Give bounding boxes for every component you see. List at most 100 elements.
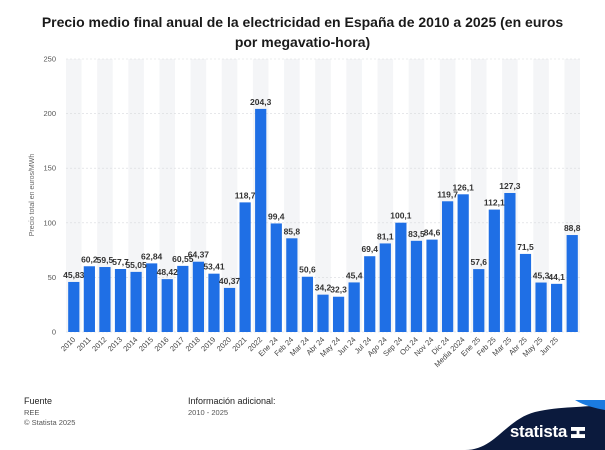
value-label: 112,1 (484, 198, 505, 208)
bar[interactable] (379, 243, 391, 332)
source-heading: Fuente (24, 396, 53, 406)
value-label: 71,5 (517, 242, 534, 252)
chart-title: Precio medio final anual de la electrici… (41, 14, 564, 50)
value-label: 44,1 (548, 272, 565, 282)
y-axis-label: Precio total en euros/MWh (29, 154, 36, 237)
bar[interactable] (239, 202, 251, 332)
statista-logo[interactable]: statista (510, 422, 585, 442)
x-tick-label: 2014 (121, 335, 139, 353)
background-stripe (97, 59, 113, 332)
y-tick-label: 250 (43, 55, 56, 64)
bar[interactable] (566, 235, 578, 332)
y-tick-label: 50 (48, 273, 56, 282)
value-label: 45,4 (346, 270, 363, 280)
y-tick-label: 150 (43, 164, 56, 173)
bar[interactable] (192, 261, 205, 332)
x-axis-labels: 2010201120122013201420152016201720182019… (59, 335, 560, 369)
bar[interactable] (301, 276, 314, 332)
bar[interactable] (161, 279, 173, 332)
value-label: 60,55 (172, 254, 194, 264)
value-label: 45,83 (63, 270, 85, 280)
x-tick-label: 2013 (106, 335, 124, 353)
bar[interactable] (441, 201, 454, 332)
value-label: 100,1 (390, 211, 412, 221)
bar[interactable] (364, 256, 376, 332)
value-label: 126,1 (453, 182, 475, 192)
statista-logo-text: statista (509, 422, 567, 441)
bar[interactable] (68, 281, 80, 332)
bar[interactable] (535, 282, 547, 332)
bar[interactable] (426, 239, 438, 332)
info-heading: Información adicional: (188, 396, 276, 406)
bar[interactable] (114, 268, 127, 332)
bar[interactable] (519, 253, 532, 332)
value-label: 45,3 (533, 271, 550, 281)
bar[interactable] (332, 296, 345, 332)
y-axis-ticks: 0 50 100 150 200 250 (43, 55, 56, 337)
bar[interactable] (130, 271, 142, 332)
x-tick-label: 2016 (152, 335, 170, 353)
info-years: 2010 - 2025 (188, 408, 229, 417)
value-label: 34,2 (315, 283, 332, 293)
x-tick-label: 2010 (59, 335, 77, 353)
value-label: 88,8 (564, 223, 581, 233)
background-stripe (159, 59, 176, 332)
x-tick-label: 2019 (199, 335, 217, 353)
value-label: 83,5 (408, 229, 425, 239)
value-label: 85,8 (284, 226, 301, 236)
background-stripe (315, 59, 331, 332)
y-tick-label: 100 (43, 218, 56, 227)
copyright: © Statista 2025 (24, 418, 76, 427)
background-stripe (66, 59, 82, 332)
value-label: 57,7 (112, 257, 129, 267)
value-label: 60,2 (81, 254, 98, 264)
bar[interactable] (286, 238, 298, 332)
background-stripe (346, 59, 362, 332)
value-label: 57,6 (470, 257, 487, 267)
bar[interactable] (473, 269, 485, 332)
bar[interactable] (504, 192, 516, 332)
value-label: 32,3 (330, 285, 347, 295)
x-tick-label: 2018 (184, 335, 202, 353)
value-label: 48,42 (157, 267, 179, 277)
bar[interactable] (223, 287, 236, 332)
value-label: 204,3 (250, 97, 272, 107)
bar[interactable] (146, 263, 158, 332)
bar[interactable] (208, 273, 220, 332)
background-stripe (470, 59, 487, 332)
bar[interactable] (348, 282, 360, 332)
bar[interactable] (457, 194, 469, 332)
bar[interactable] (255, 108, 267, 332)
x-tick-label: 2012 (90, 335, 108, 353)
bar[interactable] (551, 283, 563, 332)
value-label: 118,7 (235, 190, 256, 200)
value-label: 59,5 (97, 255, 114, 265)
source-name: REE (24, 408, 40, 417)
value-label: 50,6 (299, 265, 316, 275)
value-label: 81,1 (377, 231, 394, 241)
background-stripe (221, 59, 238, 332)
value-label: 55,05 (125, 260, 147, 270)
bar[interactable] (395, 222, 407, 332)
value-label: 127,3 (499, 181, 521, 191)
x-tick-label: 2011 (75, 335, 93, 353)
value-label: 119,7 (437, 189, 458, 199)
bar[interactable] (99, 267, 111, 332)
value-label: 64,37 (188, 250, 210, 260)
bar[interactable] (488, 209, 500, 332)
value-label: 69,4 (361, 244, 378, 254)
value-label: 62,84 (141, 251, 163, 261)
brand-wave-shape (465, 400, 605, 450)
bar[interactable] (83, 266, 95, 332)
x-tick-label: 2017 (168, 335, 186, 353)
statista-logo-mark-icon (571, 427, 585, 438)
y-tick-label: 0 (52, 328, 56, 337)
bar[interactable] (177, 265, 189, 332)
x-tick-label: 2015 (137, 335, 155, 353)
bar[interactable] (270, 223, 282, 332)
bar[interactable] (317, 294, 329, 332)
value-label: 40,37 (219, 276, 241, 286)
bar[interactable] (410, 240, 423, 332)
value-label: 53,41 (203, 262, 225, 272)
